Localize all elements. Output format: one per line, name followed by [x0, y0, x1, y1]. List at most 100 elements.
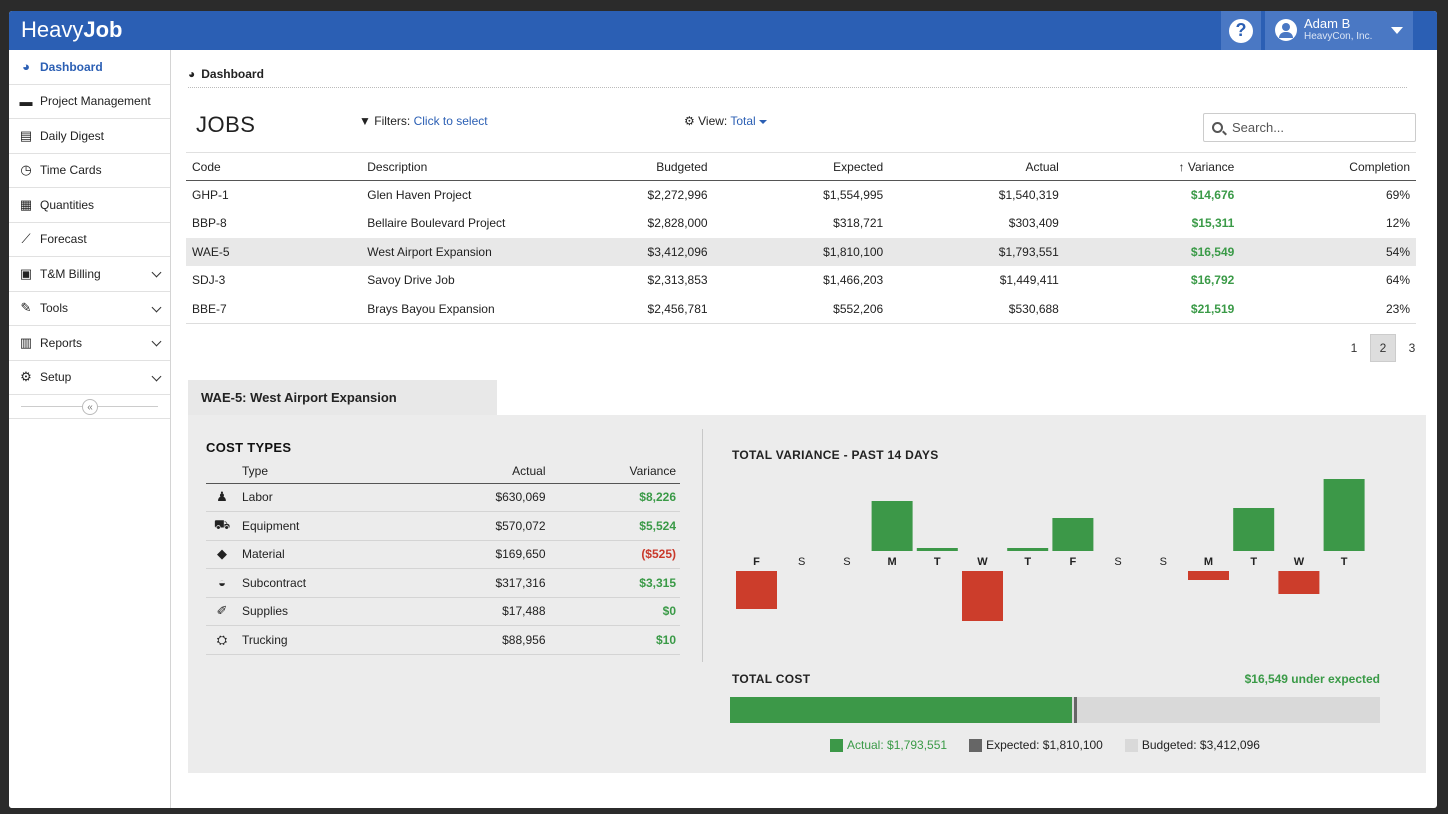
- sidebar-item-t-m-billing[interactable]: ▣ T&M Billing: [9, 257, 170, 292]
- bar-chart-icon: ▥: [19, 334, 33, 350]
- chevron-down-icon[interactable]: [151, 371, 162, 381]
- sidebar-item-time-cards[interactable]: ◷ Time Cards: [9, 154, 170, 188]
- caret-down-icon[interactable]: [1391, 27, 1403, 34]
- cost-type-row[interactable]: ♟ Labor $630,069 $8,226: [206, 483, 680, 512]
- table-cell: $1,449,411: [999, 273, 1059, 288]
- filters: ▼ Filters: Click to select: [359, 114, 488, 128]
- type-column: Type: [238, 459, 411, 484]
- table-row[interactable]: BBE-7 Brays Bayou Expansion $2,456,781 $552…: [186, 294, 1416, 324]
- day-tick-label: T: [1341, 556, 1348, 568]
- sidebar-item-reports[interactable]: ▥ Reports: [9, 326, 170, 361]
- sidebar-item-daily-digest[interactable]: ▤ Daily Digest: [9, 119, 170, 154]
- table-cell: BBP-8: [192, 216, 227, 231]
- breadcrumb-divider: [188, 87, 1407, 88]
- column-header-expected[interactable]: Expected: [713, 152, 890, 181]
- cost-type-label: Trucking: [238, 625, 411, 655]
- day-tick-label: M: [1204, 556, 1213, 568]
- sidebar-item-setup[interactable]: ⚙ Setup: [9, 361, 170, 395]
- sidebar: ◕ Dashboard ▬ Project Management ▤ Daily Dige…: [9, 50, 171, 808]
- actual-fill: [730, 697, 1072, 723]
- detail-tab[interactable]: WAE-5: West Airport Expansion: [188, 380, 497, 415]
- variance-bar[interactable]: [1052, 518, 1094, 551]
- cost-type-row[interactable]: ✐ Supplies $17,488 $0: [206, 597, 680, 626]
- variance-bar[interactable]: [1188, 571, 1229, 580]
- page-1-button[interactable]: 1: [1350, 341, 1358, 355]
- table-cell: $16,549: [1064, 237, 1241, 266]
- cost-type-variance: $3,315: [549, 568, 680, 598]
- chevron-down-icon[interactable]: [151, 267, 162, 278]
- sidebar-item-project-management[interactable]: ▬ Project Management: [9, 85, 170, 119]
- table-cell: $318,721: [833, 216, 884, 231]
- variance-bar[interactable]: [1323, 479, 1365, 551]
- user-menu[interactable]: Adam B HeavyCon, Inc.: [1265, 11, 1413, 50]
- day-tick-label: M: [888, 556, 897, 568]
- table-row[interactable]: WAE-5 West Airport Expansion $3,412,096 $1,…: [186, 237, 1416, 266]
- sidebar-item-dashboard[interactable]: ◕ Dashboard: [9, 50, 170, 85]
- jobs-table: Code Description Budgeted Expected Actual ↑ V…: [186, 152, 1416, 324]
- variance-bar[interactable]: [1007, 548, 1049, 551]
- table-cell: Glen Haven Project: [367, 188, 472, 202]
- chevron-down-icon[interactable]: [151, 302, 162, 312]
- table-cell: 23%: [1240, 294, 1416, 324]
- sidebar-item-forecast[interactable]: ⟋ Forecast: [9, 223, 170, 257]
- chevron-down-icon[interactable]: [151, 336, 162, 347]
- column-header-actual[interactable]: Actual: [889, 152, 1065, 181]
- dashboard-icon: ◕: [188, 67, 196, 81]
- page-3-button[interactable]: 3: [1408, 341, 1416, 355]
- variance-bar[interactable]: [871, 501, 913, 551]
- help-icon: ?: [1229, 18, 1253, 43]
- sidebar-item-quantities[interactable]: ▦ Quantities: [9, 188, 170, 223]
- table-cell: WAE-5: [186, 237, 362, 266]
- table-cell: $14,676: [1190, 188, 1235, 202]
- cost-legend: Actual: $1,793,551 Expected: $1,810,100 …: [830, 738, 1282, 752]
- variance-bar[interactable]: [1278, 571, 1320, 594]
- brand-logo[interactable]: HeavyJob: [21, 17, 122, 43]
- variance-bar[interactable]: [1233, 508, 1275, 551]
- legend-budgeted-swatch: [1124, 738, 1138, 752]
- sidebar-item-label: Daily Digest: [40, 128, 105, 143]
- variance-bar[interactable]: [916, 548, 958, 551]
- collapse-icon[interactable]: «: [82, 399, 98, 415]
- cost-type-variance: $10: [549, 625, 680, 655]
- sidebar-item-label: Project Management: [40, 94, 151, 109]
- day-tick-label: S: [1160, 556, 1167, 568]
- filters-link[interactable]: Click to select: [413, 114, 488, 128]
- table-row[interactable]: BBP-8 Bellaire Boulevard Project $2,828,00…: [186, 209, 1416, 238]
- help-button[interactable]: ?: [1221, 11, 1261, 50]
- cost-type-row[interactable]: ◆ Material $169,650 ($525): [206, 540, 680, 569]
- table-row[interactable]: GHP-1 Glen Haven Project $2,272,996 $1,554,…: [186, 181, 1416, 210]
- cost-type-actual: $169,650: [410, 540, 550, 569]
- column-header-completion[interactable]: Completion: [1240, 152, 1416, 181]
- page-2-button[interactable]: 2: [1370, 334, 1396, 362]
- table-cell: $530,688: [889, 294, 1065, 324]
- day-tick-label: T: [934, 556, 941, 568]
- column-header-description[interactable]: Description: [361, 152, 642, 181]
- cost-type-row[interactable]: ◒ Subcontract $317,316 $3,315: [206, 568, 680, 598]
- sidebar-item-label: Forecast: [40, 232, 87, 247]
- breadcrumb: ◕ Dashboard: [188, 67, 264, 81]
- cost-types-title: COST TYPES: [206, 440, 292, 455]
- cost-type-variance: ($525): [549, 540, 680, 569]
- sidebar-item-label: Tools: [40, 301, 69, 316]
- cost-type-label: Supplies: [238, 597, 411, 626]
- column-header-code[interactable]: Code: [186, 152, 362, 181]
- cost-type-row[interactable]: ⛟ Equipment $570,072 $5,524: [206, 511, 680, 541]
- variance-bar[interactable]: [736, 571, 777, 609]
- column-header-variance[interactable]: ↑ Variance: [1064, 152, 1241, 181]
- column-header-budgeted[interactable]: Budgeted: [641, 152, 714, 181]
- table-row[interactable]: SDJ-3 Savoy Drive Job $2,313,853 $1,466,203…: [186, 266, 1416, 295]
- view-dropdown[interactable]: Total: [730, 114, 767, 128]
- table-cell: Bellaire Boulevard Project: [367, 216, 506, 231]
- variance-bar[interactable]: [962, 571, 1003, 621]
- cost-type-label: Subcontract: [238, 568, 411, 598]
- sidebar-item-tools[interactable]: ✎ Tools: [9, 292, 170, 326]
- search-input[interactable]: [1232, 120, 1402, 135]
- sidebar-item-label: Quantities: [40, 197, 95, 212]
- search-box[interactable]: [1203, 113, 1416, 142]
- vertical-divider: [702, 429, 703, 662]
- material-icon: ◆: [206, 540, 238, 569]
- wrench-icon: ✎: [20, 300, 32, 316]
- legend-actual: Actual: $1,793,551: [830, 738, 947, 752]
- job-detail-panel: COST TYPES Type Actual Variance ♟ Labor $6…: [188, 415, 1426, 773]
- cost-type-row[interactable]: ⛭ Trucking $88,956 $10: [206, 625, 680, 655]
